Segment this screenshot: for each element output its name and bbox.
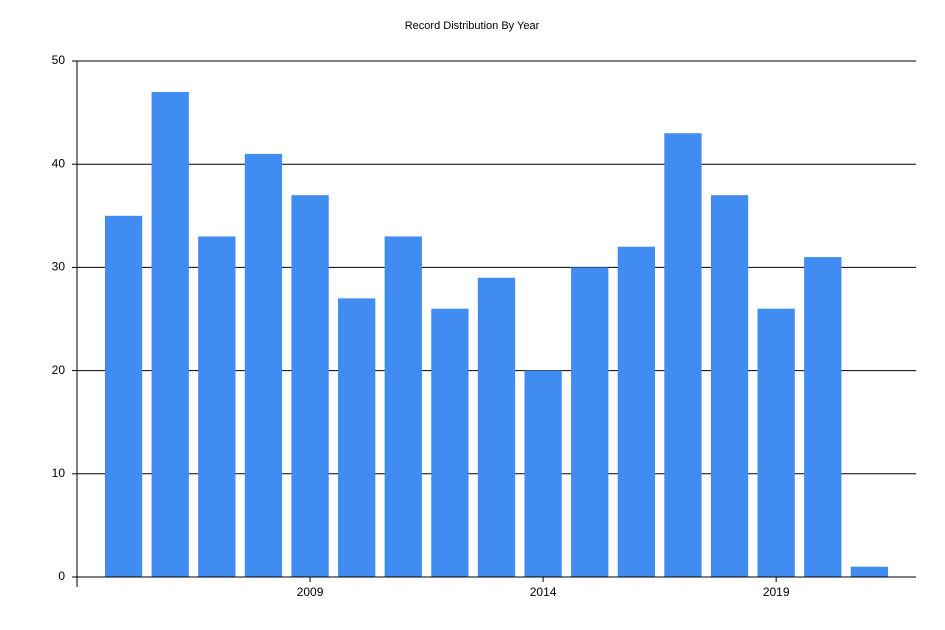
bar bbox=[524, 370, 562, 577]
x-tick-label: 2019 bbox=[763, 585, 790, 599]
bar bbox=[664, 133, 702, 578]
bar bbox=[384, 236, 422, 577]
chart-title: Record Distribution By Year bbox=[405, 20, 540, 32]
y-tick-label: 0 bbox=[58, 569, 65, 583]
y-tick-label: 40 bbox=[52, 156, 66, 170]
bar bbox=[757, 308, 795, 577]
bar bbox=[104, 215, 143, 578]
y-tick-label: 30 bbox=[52, 260, 66, 274]
y-tick-label: 20 bbox=[52, 363, 66, 377]
bar bbox=[804, 257, 842, 577]
bar bbox=[710, 195, 749, 577]
bar bbox=[151, 91, 189, 578]
y-tick-label: 10 bbox=[52, 466, 66, 480]
bar bbox=[198, 236, 236, 577]
bar bbox=[244, 153, 283, 577]
y-tick-label: 50 bbox=[52, 53, 66, 67]
bar bbox=[617, 246, 655, 577]
bar bbox=[477, 277, 516, 577]
bar bbox=[291, 195, 329, 577]
x-tick-label: 2009 bbox=[297, 585, 324, 599]
bar bbox=[431, 308, 469, 577]
bar bbox=[850, 566, 889, 577]
x-tick-label: 2014 bbox=[530, 585, 557, 599]
bar bbox=[338, 298, 376, 577]
bar bbox=[571, 267, 609, 577]
